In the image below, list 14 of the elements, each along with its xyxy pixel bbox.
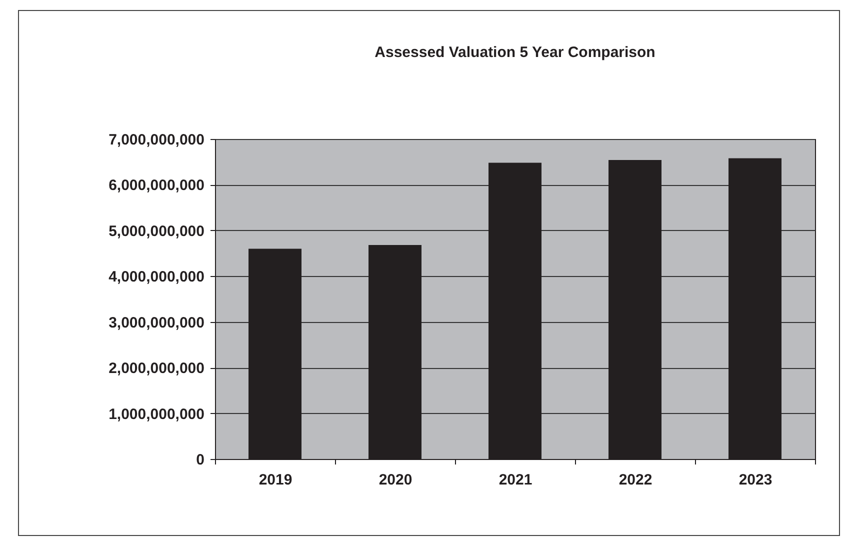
y-tick-label: 7,000,000,000 [108, 132, 204, 148]
y-tick-label: 0 [196, 452, 204, 468]
x-tick-label: 2021 [498, 472, 532, 488]
y-tick-label: 6,000,000,000 [108, 177, 204, 194]
y-tick-label: 4,000,000,000 [108, 268, 204, 286]
y-tick-label: 2,000,000,000 [108, 360, 204, 378]
y-tick-label: 5,000,000,000 [108, 222, 204, 240]
chart-title: Assessed Valuation 5 Year Comparison [374, 44, 656, 61]
x-tick-label: 2019 [258, 472, 292, 488]
y-tick-label: 1,000,000,000 [108, 406, 204, 423]
x-tick-label: 2020 [378, 472, 412, 488]
x-tick-label: 2023 [738, 472, 772, 488]
y-tick-label: 3,000,000,000 [108, 314, 204, 332]
x-tick-label: 2022 [618, 472, 652, 488]
